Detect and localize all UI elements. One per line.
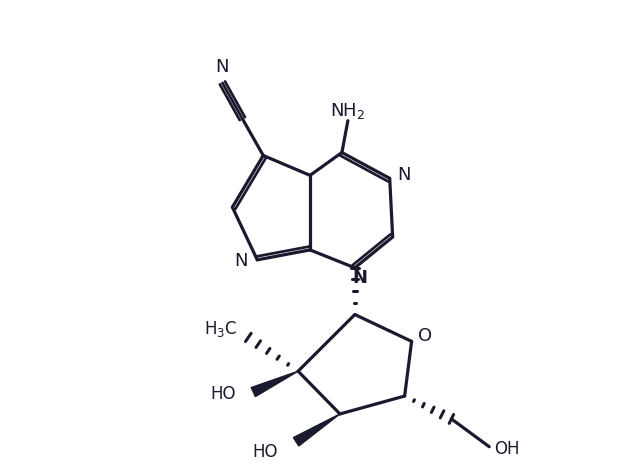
Text: HO: HO: [253, 443, 278, 461]
Text: HO: HO: [211, 385, 236, 403]
Polygon shape: [251, 371, 298, 397]
Text: OH: OH: [494, 440, 520, 458]
Text: NH$_2$: NH$_2$: [330, 101, 365, 121]
Text: N: N: [353, 269, 367, 287]
Polygon shape: [293, 414, 340, 446]
Text: N: N: [216, 58, 229, 76]
Text: O: O: [419, 328, 433, 345]
Text: H$_3$C: H$_3$C: [204, 320, 237, 339]
Text: N: N: [235, 252, 248, 270]
Text: N: N: [397, 166, 410, 184]
